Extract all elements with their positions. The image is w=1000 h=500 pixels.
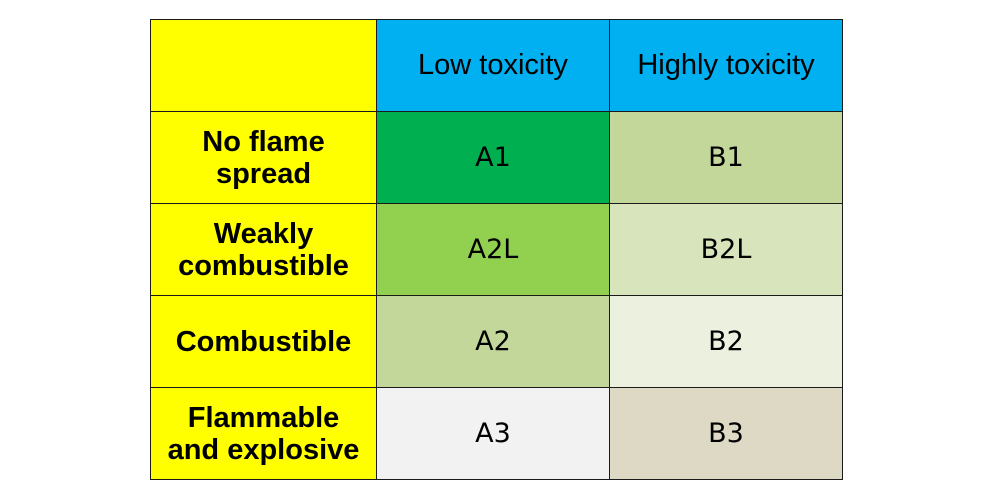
cell-value: A2 [475,326,511,357]
row-header-line: spread [215,157,312,190]
safety-classification-table: Low toxicity Highly toxicity No flame sp… [150,19,843,480]
table-header-row: Low toxicity Highly toxicity [150,19,843,112]
row-header-line: Weakly [213,217,314,250]
row-header-line: combustible [178,249,349,282]
cell-a2: A2 [376,295,610,388]
row-header-line: Flammable [187,401,340,434]
row-header-weakly-combustible: Weakly combustible [150,203,377,296]
column-header-label: Highly toxicity [637,49,815,81]
cell-b2l: B2L [609,203,843,296]
column-header-high-toxicity: Highly toxicity [609,19,843,112]
row-header-line: and explosive [167,433,360,466]
cell-a3: A3 [376,387,610,480]
column-header-low-toxicity: Low toxicity [376,19,610,112]
cell-value: A2L [467,234,519,265]
column-header-label: Low toxicity [418,49,568,81]
row-header-line: No flame [202,125,325,158]
table-row: Combustible A2 B2 [150,295,843,388]
table-row: Weakly combustible A2L B2L [150,203,843,296]
cell-b1: B1 [609,111,843,204]
cell-value: B3 [708,418,744,449]
table-row: No flame spread A1 B1 [150,111,843,204]
table-row: Flammable and explosive A3 B3 [150,387,843,480]
corner-cell [150,19,377,112]
row-header-combustible: Combustible [150,295,377,388]
row-header-line: Combustible [175,325,352,358]
row-header-flammable-explosive: Flammable and explosive [150,387,377,480]
cell-b3: B3 [609,387,843,480]
cell-value: B1 [708,142,744,173]
cell-a2l: A2L [376,203,610,296]
cell-value: B2 [708,326,744,357]
cell-a1: A1 [376,111,610,204]
cell-value: B2L [700,234,752,265]
row-header-no-flame-spread: No flame spread [150,111,377,204]
cell-value: A1 [475,142,511,173]
cell-value: A3 [475,418,511,449]
cell-b2: B2 [609,295,843,388]
